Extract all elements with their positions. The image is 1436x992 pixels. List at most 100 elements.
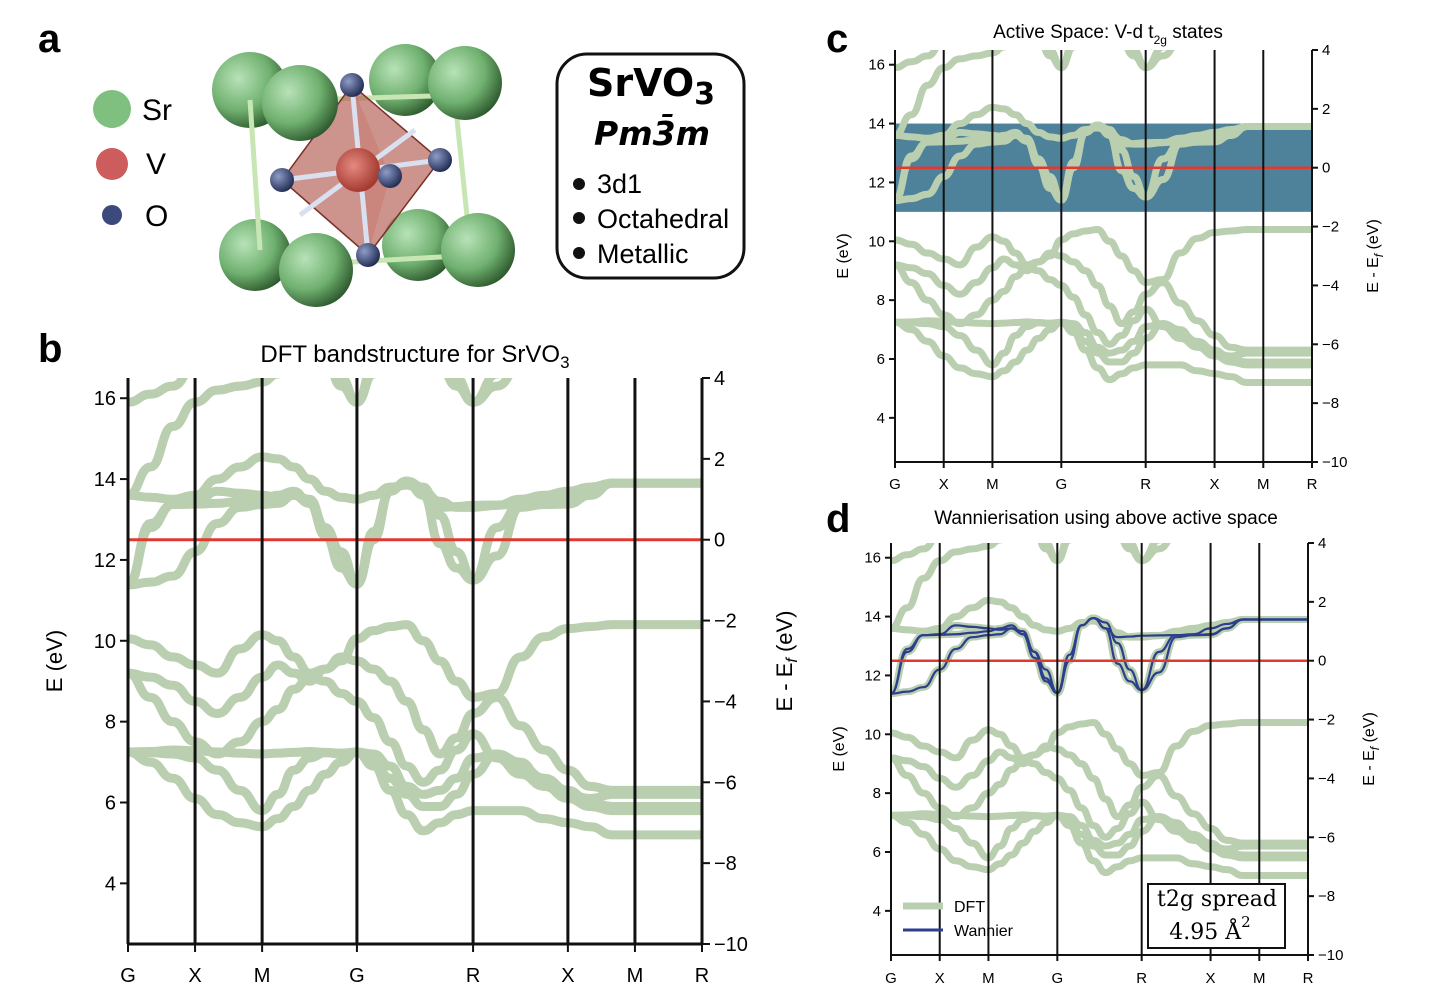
panel-label-b: b: [38, 327, 62, 371]
sr-legend-label: Sr: [142, 94, 172, 127]
panel-label-c: c: [826, 17, 848, 61]
bullet-icon: [573, 247, 585, 259]
x-tick-label: G: [349, 965, 365, 987]
y-tick-label: 16: [94, 388, 116, 410]
crystal-structure-illustration: [212, 44, 515, 307]
x-tick-label: X: [1206, 970, 1216, 987]
y2-tick-label: 2: [714, 449, 725, 471]
material-info-box: SrVO3 Pm3̄m 3d1 Octahedral Metallic: [555, 52, 746, 280]
dft-band-line: [891, 810, 1308, 859]
y-tick-label: 8: [873, 785, 881, 802]
y2-tick-label: −6: [1318, 829, 1335, 846]
dft-band-line: [128, 747, 702, 840]
o-legend-label: O: [145, 200, 168, 233]
v-atom: [336, 148, 380, 192]
x-tick-label: X: [935, 970, 945, 987]
y2-tick-label: −8: [714, 853, 737, 875]
y-tick-label: 8: [105, 712, 116, 734]
plot-area: [895, 50, 1312, 387]
panel-label-a: a: [38, 17, 61, 61]
dft-band-line: [128, 620, 702, 702]
y2-tick-label: −8: [1318, 888, 1335, 905]
x-tick-label: M: [1253, 970, 1266, 987]
legend-wannier-label: Wannier: [954, 923, 1014, 940]
bullet-octahedral: Octahedral: [597, 204, 729, 234]
formula: SrVO3: [587, 61, 715, 112]
y-tick-label: 14: [94, 469, 116, 491]
chart-title-c: Active Space: V-d t2g states: [993, 22, 1223, 47]
y-tick-label: 4: [877, 410, 885, 427]
y2-axis-label: E - Ef (eV): [1365, 219, 1386, 293]
sr-atom: [279, 233, 353, 307]
y-tick-label: 4: [873, 903, 881, 920]
bullet-icon: [573, 212, 585, 224]
info-box-border: [555, 52, 746, 280]
space-group: Pm3̄m: [594, 112, 710, 153]
y-tick-label: 14: [868, 116, 885, 133]
y2-tick-label: −2: [1322, 219, 1339, 236]
x-tick-label: R: [466, 965, 480, 987]
dft-band-line: [895, 103, 1312, 148]
x-tick-label: R: [695, 965, 709, 987]
x-tick-label: X: [188, 965, 201, 987]
y2-tick-label: −10: [1322, 454, 1347, 471]
o-atom: [378, 164, 402, 188]
chart-title-b: DFT bandstructure for SrVO3: [260, 341, 569, 372]
sr-atom: [262, 65, 338, 141]
o-atom: [428, 148, 452, 172]
dft-band-line: [128, 452, 702, 512]
o-atom: [356, 243, 380, 267]
y2-axis-label: E - Ef (eV): [772, 610, 801, 711]
dft-band-line: [891, 811, 1308, 880]
y2-tick-label: 4: [714, 368, 725, 390]
v-legend-label: V: [146, 148, 166, 181]
y-tick-label: 8: [877, 292, 885, 309]
v-legend-marker: [96, 148, 128, 180]
dft-band-line: [895, 317, 1312, 366]
y-tick-label: 12: [94, 550, 116, 572]
o-atom: [270, 168, 294, 192]
bullet-3d1: 3d1: [597, 169, 642, 199]
sr-atom: [428, 46, 502, 120]
dft-band-line: [895, 318, 1312, 387]
panel-label-d: d: [826, 497, 850, 541]
y-tick-label: 12: [864, 667, 881, 684]
y-tick-label: 6: [105, 793, 116, 815]
dft-band-line: [128, 476, 702, 590]
y2-tick-label: −10: [714, 934, 748, 956]
x-tick-label: X: [939, 476, 949, 493]
y-tick-label: 6: [873, 844, 881, 861]
plot-area: [891, 543, 1308, 880]
y2-tick-label: 0: [1318, 653, 1326, 670]
y2-tick-label: 0: [714, 530, 725, 552]
y2-tick-label: −10: [1318, 947, 1343, 964]
o-atom: [340, 73, 364, 97]
x-tick-label: G: [885, 970, 897, 987]
sr-atom: [382, 209, 454, 281]
y2-tick-label: 2: [1322, 101, 1330, 118]
y-axis-label: E (eV): [831, 726, 848, 771]
x-tick-label: M: [254, 965, 271, 987]
bandstructure-panel-b: DFT bandstructure for SrVO3 4 6 8 10 12 14 16 4…: [42, 341, 801, 987]
dft-band-line: [128, 378, 513, 500]
x-tick-label: M: [1257, 476, 1270, 493]
y2-tick-label: −4: [1318, 770, 1335, 787]
y2-tick-label: 4: [1322, 42, 1330, 59]
y-tick-label: 10: [864, 726, 881, 743]
dft-band-line: [891, 543, 1171, 632]
sr-atom: [219, 219, 291, 291]
y-tick-label: 6: [877, 351, 885, 368]
sr-atom: [441, 213, 515, 287]
y2-tick-label: −6: [1322, 336, 1339, 353]
dft-band-line: [891, 719, 1308, 779]
y2-tick-label: −6: [714, 772, 737, 794]
dft-band-line: [895, 261, 1312, 360]
o-legend-marker: [102, 205, 122, 225]
wannier-band-line: [891, 616, 1308, 695]
y2-tick-label: −2: [714, 611, 737, 633]
y-axis-label: E (eV): [42, 630, 67, 692]
y2-tick-label: −4: [714, 691, 737, 713]
x-tick-label: X: [561, 965, 574, 987]
dft-band-line: [895, 249, 1312, 354]
